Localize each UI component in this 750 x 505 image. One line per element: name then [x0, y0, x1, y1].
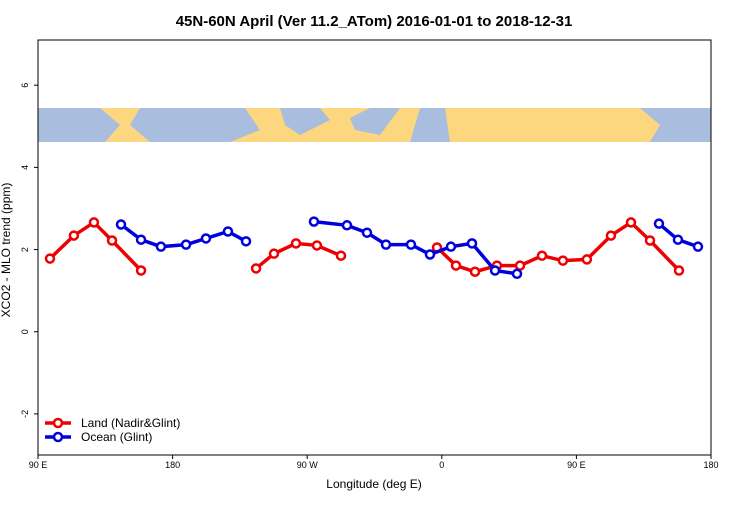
data-point [240, 236, 252, 247]
data-point [335, 250, 347, 261]
data-point [380, 239, 392, 250]
y-tick-label: 6 [20, 83, 30, 88]
data-point [536, 250, 548, 261]
x-axis-label: Longitude (deg E) [326, 477, 421, 491]
data-point [311, 240, 323, 251]
data-point [308, 216, 320, 227]
data-point [466, 238, 478, 249]
data-point [44, 253, 56, 264]
x-tick-label: 90 W [297, 460, 319, 470]
x-tick-label: 90 E [567, 460, 586, 470]
y-axis-label: XCO2 - MLO trend (ppm) [0, 183, 13, 318]
legend-marker [52, 417, 64, 429]
data-point [135, 265, 147, 276]
data-point [424, 249, 436, 260]
data-point [692, 241, 704, 252]
data-point [514, 260, 526, 271]
plot-frame [37, 39, 712, 456]
y-tick-label: -2 [20, 410, 30, 418]
legend-label: Land (Nadir&Glint) [81, 416, 180, 430]
y-tick-label: 4 [20, 165, 30, 170]
data-point [445, 241, 457, 252]
data-point [200, 233, 212, 244]
x-tick-label: 180 [165, 460, 180, 470]
data-point [644, 235, 656, 246]
data-point [341, 220, 353, 231]
data-point [135, 234, 147, 245]
data-point [222, 226, 234, 237]
data-point [673, 265, 685, 276]
y-tick-label: 2 [20, 247, 30, 252]
data-point [489, 265, 501, 276]
legend-label: Ocean (Glint) [81, 430, 152, 444]
data-point [250, 263, 262, 274]
data-point [106, 235, 118, 246]
legend-marker [52, 431, 64, 443]
data-point [405, 239, 417, 250]
data-point [581, 254, 593, 265]
data-point [361, 227, 373, 238]
map-band [38, 108, 711, 142]
y-tick-label: 0 [20, 329, 30, 334]
data-point [68, 230, 80, 241]
data-point [605, 230, 617, 241]
data-point [450, 260, 462, 271]
x-tick-label: 180 [703, 460, 718, 470]
data-point [511, 268, 523, 280]
data-point [268, 248, 280, 259]
x-tick-label: 0 [439, 460, 444, 470]
data-point [290, 238, 302, 249]
chart-title: 45N-60N April (Ver 11.2_ATom) 2016-01-01… [176, 13, 573, 30]
data-point [115, 219, 127, 230]
data-point [672, 234, 684, 245]
data-point [557, 255, 569, 266]
data-point [180, 239, 192, 250]
data-point [155, 241, 167, 252]
data-point [469, 266, 481, 277]
data-point [88, 217, 100, 228]
x-tick-label: 90 E [29, 460, 48, 470]
data-point [653, 218, 665, 229]
data-point [625, 217, 637, 228]
